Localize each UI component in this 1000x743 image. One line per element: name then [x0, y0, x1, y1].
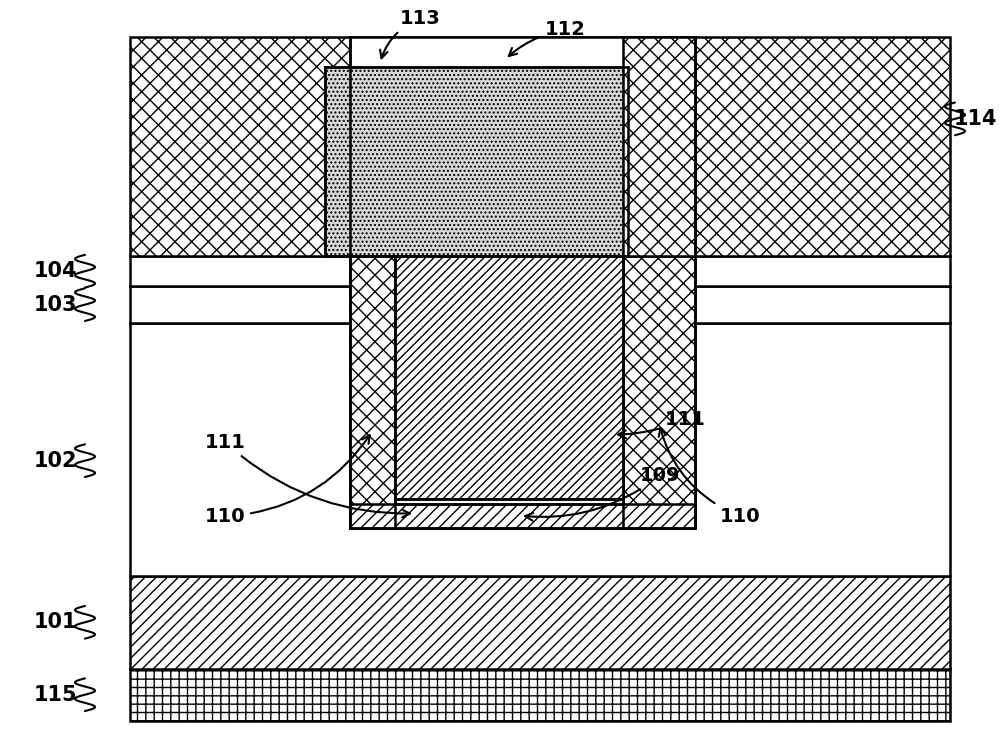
- Text: 102: 102: [33, 451, 77, 470]
- Bar: [130, 256, 950, 286]
- Text: 111: 111: [618, 410, 705, 438]
- Text: 110: 110: [205, 435, 370, 526]
- Text: 114: 114: [953, 109, 997, 129]
- Bar: [350, 37, 695, 528]
- Bar: [130, 669, 950, 721]
- Text: 103: 103: [33, 295, 77, 314]
- Bar: [130, 576, 950, 669]
- Bar: [130, 323, 950, 576]
- Text: 112: 112: [509, 20, 585, 56]
- Bar: [130, 286, 950, 323]
- Text: 110: 110: [659, 429, 760, 526]
- Text: 109: 109: [525, 466, 680, 521]
- Text: 101: 101: [33, 612, 77, 632]
- Bar: [325, 67, 628, 256]
- Bar: [350, 256, 395, 528]
- Bar: [130, 37, 950, 256]
- Bar: [395, 256, 623, 499]
- Text: 111: 111: [205, 432, 410, 517]
- Bar: [623, 37, 695, 256]
- Bar: [395, 499, 623, 528]
- Bar: [623, 256, 695, 528]
- Text: 104: 104: [33, 262, 77, 281]
- Text: 115: 115: [33, 685, 77, 704]
- Text: 113: 113: [380, 9, 440, 58]
- Bar: [350, 504, 695, 528]
